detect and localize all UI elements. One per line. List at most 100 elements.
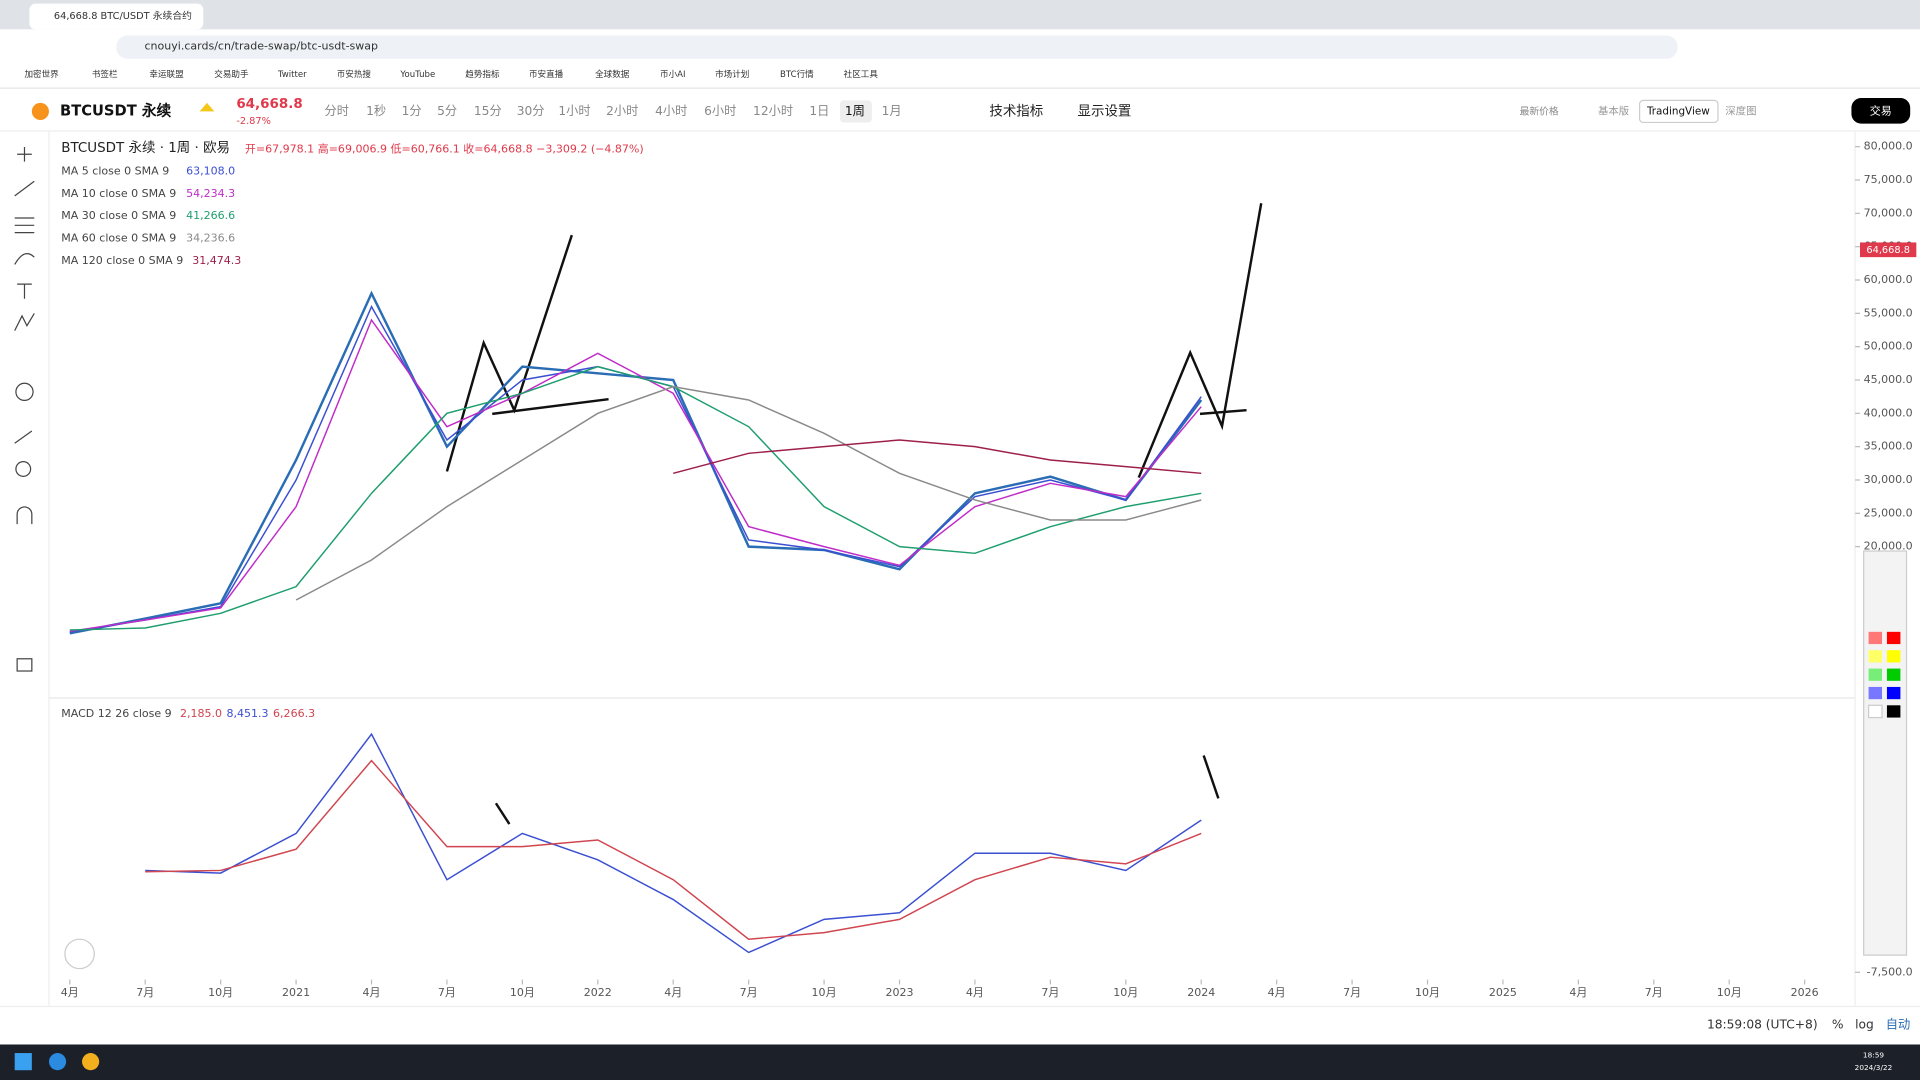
- line-tool[interactable]: [14, 180, 35, 197]
- cross-tool[interactable]: [17, 146, 32, 162]
- draw-palette: [1863, 550, 1908, 956]
- x-tick-label: 2025: [1489, 986, 1517, 999]
- selected-view: [1638, 99, 1719, 124]
- swatch[interactable]: [1886, 650, 1901, 663]
- scale-option[interactable]: 自动: [1886, 1017, 1910, 1031]
- trade-button[interactable]: [1851, 97, 1911, 124]
- bookmark[interactable]: 币安直播: [529, 68, 564, 80]
- trade-label: 交易: [1870, 103, 1892, 117]
- bookmark[interactable]: Twitter: [277, 70, 307, 80]
- swatch[interactable]: [1868, 668, 1883, 681]
- ohlc: 开=67,978.1 高=69,006.9 低=60,766.1 收=64,66…: [245, 141, 644, 155]
- delete-tool[interactable]: [16, 658, 33, 672]
- fib-tool[interactable]: [14, 217, 35, 234]
- indicators[interactable]: 技术指标: [989, 103, 1043, 119]
- clock: 18:59: [1863, 1051, 1884, 1060]
- bookmark[interactable]: 幸运联盟: [149, 69, 184, 80]
- y-tick-label: -7,500.0: [1867, 965, 1913, 978]
- interval[interactable]: 12小时: [753, 104, 793, 118]
- x-tick-label: 2022: [584, 986, 612, 999]
- ma-line: [69, 365, 1202, 631]
- ruler-tool[interactable]: [14, 430, 33, 444]
- interval[interactable]: 分时: [324, 104, 348, 118]
- bookmark[interactable]: 全球数据: [595, 68, 630, 80]
- chrome-icon[interactable]: [82, 1053, 100, 1071]
- y-tick-label: 30,000.0: [1864, 473, 1913, 486]
- brush-tool[interactable]: [14, 252, 35, 265]
- bookmark[interactable]: BTC行情: [780, 68, 814, 80]
- bookmark[interactable]: 币小AI: [660, 69, 686, 80]
- x-tick-label: 10月: [1717, 986, 1742, 999]
- bookmark[interactable]: 社区工具: [844, 68, 879, 80]
- scale-option[interactable]: %: [1832, 1017, 1844, 1031]
- bookmark[interactable]: 交易助手: [214, 68, 249, 80]
- bookmark[interactable]: 币安热搜: [337, 68, 372, 80]
- swatch[interactable]: [1886, 631, 1901, 645]
- interval[interactable]: 1周: [845, 104, 865, 118]
- bookmark[interactable]: 市场计划: [715, 68, 749, 80]
- swatch[interactable]: [1886, 668, 1901, 681]
- bookmark[interactable]: 书签栏: [92, 68, 118, 80]
- macd-reading: 2,185.0: [180, 707, 222, 720]
- x-tick-label: 7月: [1645, 986, 1663, 999]
- y-tick-label: 50,000.0: [1864, 340, 1913, 353]
- swatch[interactable]: [1868, 650, 1883, 663]
- x-tick-label: 10月: [510, 986, 535, 999]
- magnet-tool[interactable]: [16, 506, 33, 525]
- x-tick-label: 7月: [1041, 986, 1059, 999]
- edge-icon[interactable]: [48, 1053, 67, 1071]
- interval[interactable]: 15分: [474, 104, 502, 118]
- taskbar: [0, 1044, 1920, 1080]
- scale-option[interactable]: log: [1855, 1017, 1874, 1031]
- swatch[interactable]: [1868, 686, 1883, 700]
- interval[interactable]: 1月: [882, 104, 902, 118]
- x-tick-label: 2021: [282, 986, 310, 999]
- y-tick-label: 80,000.0: [1864, 140, 1913, 153]
- interval[interactable]: 4小时: [655, 104, 687, 118]
- ma-label: MA 30 close 0 SMA 9: [61, 209, 176, 222]
- star[interactable]: [199, 102, 215, 112]
- view-option[interactable]: 深度图: [1725, 104, 1756, 117]
- interval[interactable]: 6小时: [704, 104, 736, 118]
- interval[interactable]: 5分: [437, 104, 457, 118]
- emoji-tool[interactable]: [15, 382, 34, 402]
- view-option[interactable]: TradingView: [1646, 105, 1710, 117]
- macd-reading: 6,266.3: [273, 707, 315, 720]
- interval[interactable]: 1秒: [366, 104, 386, 118]
- ma-line: [295, 385, 1202, 601]
- start-button[interactable]: [14, 1053, 32, 1071]
- ma-line: [69, 318, 1202, 633]
- bookmark[interactable]: 趋势指标: [465, 68, 500, 80]
- ma-label: MA 60 close 0 SMA 9: [61, 232, 176, 245]
- interval[interactable]: 1分: [402, 104, 422, 118]
- pattern-tool[interactable]: [14, 313, 35, 331]
- tab[interactable]: [29, 3, 204, 30]
- interval[interactable]: 1小时: [558, 104, 590, 118]
- y-tick-label: 35,000.0: [1864, 440, 1913, 453]
- swatch[interactable]: [1886, 705, 1901, 718]
- swatch[interactable]: [1886, 686, 1901, 700]
- tv-logo: [64, 938, 95, 970]
- text-tool[interactable]: [17, 283, 32, 299]
- selected-interval: [840, 100, 872, 123]
- swatch[interactable]: [1868, 631, 1883, 645]
- y-tick-label: 45,000.0: [1864, 373, 1913, 386]
- ma-label: MA 120 close 0 SMA 9: [61, 254, 183, 267]
- zoom-tool[interactable]: [15, 461, 32, 477]
- x-tick-label: 10月: [208, 986, 233, 999]
- swatch[interactable]: [1867, 704, 1883, 719]
- x-tick-label: 4月: [966, 986, 984, 999]
- interval[interactable]: 1日: [809, 104, 829, 118]
- interval[interactable]: 2小时: [606, 104, 638, 118]
- url-field[interactable]: [116, 35, 1678, 59]
- y-tick-label: 55,000.0: [1864, 306, 1913, 319]
- display-settings[interactable]: 显示设置: [1078, 103, 1132, 119]
- freehand-stroke: [1199, 408, 1247, 416]
- view-option[interactable]: 基本版: [1598, 104, 1629, 117]
- macd-line: [145, 732, 1202, 954]
- price-mode[interactable]: 最新价格: [1520, 104, 1559, 117]
- bookmark[interactable]: 加密世界: [24, 68, 59, 80]
- interval[interactable]: 30分: [517, 104, 545, 118]
- bookmark[interactable]: YouTube: [399, 70, 435, 80]
- y-tick-label: 70,000.0: [1864, 206, 1913, 219]
